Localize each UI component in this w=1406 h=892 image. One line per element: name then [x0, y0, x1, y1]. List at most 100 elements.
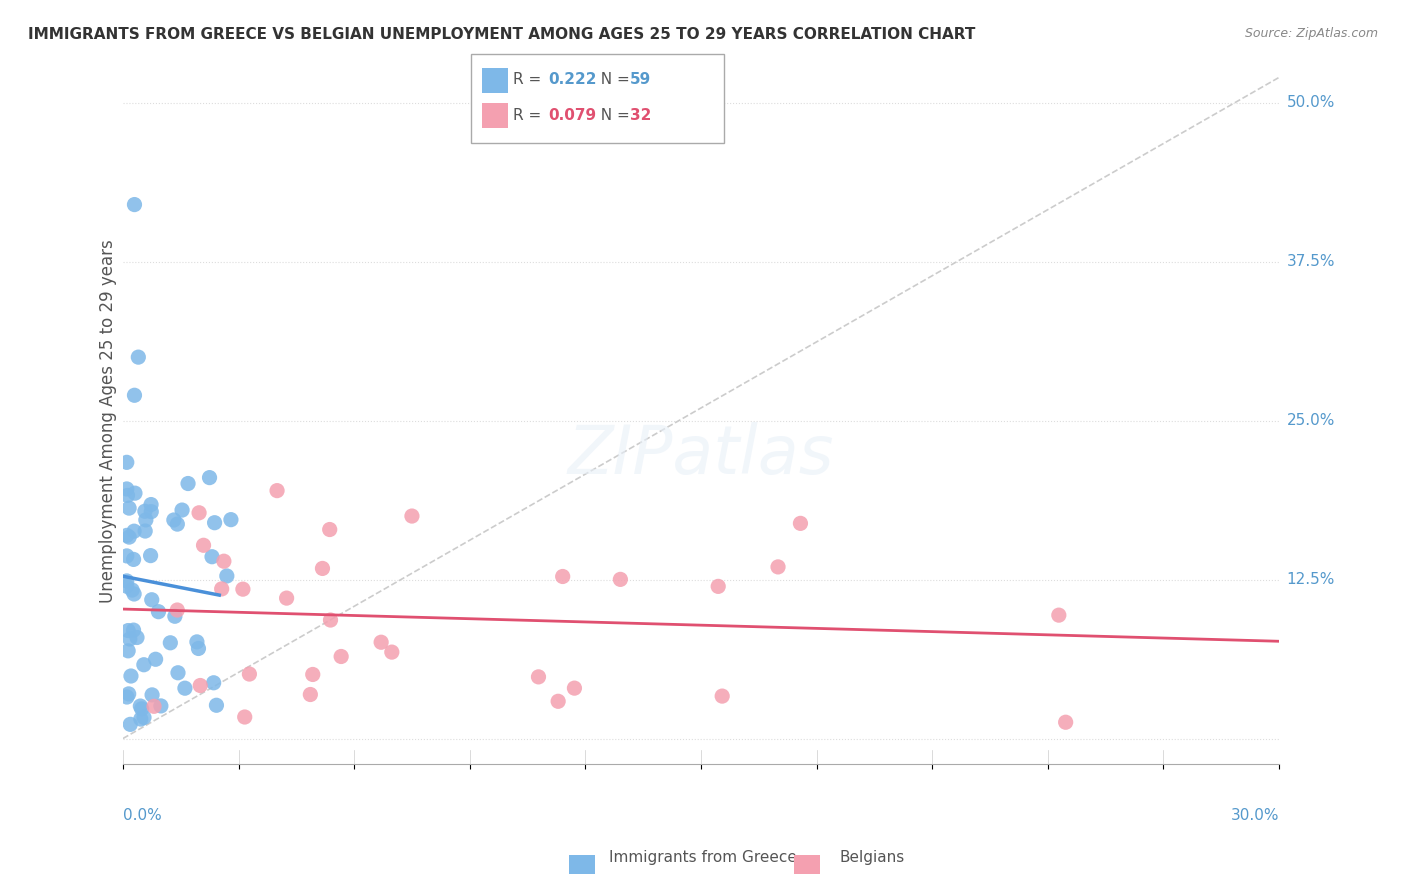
- Belgians: [276, 591, 298, 606]
- Text: N =: N =: [591, 72, 634, 87]
- Immigrants from Greece: [219, 513, 242, 527]
- Immigrants from Greece: [132, 710, 155, 724]
- Immigrants from Greece: [122, 524, 145, 539]
- Immigrants from Greece: [148, 605, 170, 619]
- Immigrants from Greece: [141, 505, 163, 519]
- Text: N =: N =: [591, 109, 634, 123]
- Immigrants from Greece: [134, 504, 156, 518]
- Immigrants from Greece: [163, 513, 186, 527]
- Immigrants from Greece: [205, 698, 228, 713]
- Immigrants from Greece: [122, 623, 145, 637]
- Belgians: [211, 582, 233, 596]
- Text: 0.222: 0.222: [548, 72, 596, 87]
- Text: R =: R =: [513, 72, 547, 87]
- Immigrants from Greece: [204, 516, 226, 530]
- Immigrants from Greece: [122, 587, 145, 601]
- Text: 50.0%: 50.0%: [1286, 95, 1336, 111]
- Belgians: [547, 694, 569, 708]
- Immigrants from Greece: [115, 574, 138, 588]
- Belgians: [1054, 715, 1077, 730]
- Immigrants from Greece: [139, 549, 162, 563]
- Immigrants from Greece: [139, 498, 162, 512]
- Immigrants from Greece: [117, 624, 139, 638]
- Immigrants from Greece: [141, 688, 163, 702]
- Immigrants from Greece: [170, 503, 193, 517]
- Immigrants from Greece: [202, 675, 225, 690]
- Immigrants from Greece: [115, 528, 138, 542]
- Belgians: [319, 613, 342, 627]
- Immigrants from Greece: [125, 631, 148, 645]
- Belgians: [193, 538, 215, 552]
- Belgians: [564, 681, 586, 695]
- Immigrants from Greece: [118, 632, 141, 646]
- Immigrants from Greece: [167, 665, 190, 680]
- Text: 0.0%: 0.0%: [122, 808, 162, 823]
- Text: 12.5%: 12.5%: [1286, 572, 1336, 587]
- Belgians: [266, 483, 288, 498]
- Belgians: [401, 509, 423, 524]
- Immigrants from Greece: [118, 530, 141, 544]
- Immigrants from Greece: [120, 669, 142, 683]
- Immigrants from Greece: [145, 652, 167, 666]
- Immigrants from Greece: [198, 470, 221, 484]
- Text: 32: 32: [630, 109, 651, 123]
- Text: 59: 59: [630, 72, 651, 87]
- Immigrants from Greece: [122, 552, 145, 566]
- Text: 37.5%: 37.5%: [1286, 254, 1336, 269]
- Belgians: [789, 516, 811, 531]
- Text: Belgians: Belgians: [839, 850, 904, 865]
- Text: Immigrants from Greece: Immigrants from Greece: [609, 850, 797, 865]
- Text: Source: ZipAtlas.com: Source: ZipAtlas.com: [1244, 27, 1378, 40]
- Immigrants from Greece: [124, 388, 146, 402]
- Immigrants from Greece: [120, 717, 142, 731]
- Belgians: [188, 679, 211, 693]
- Immigrants from Greece: [187, 641, 209, 656]
- Immigrants from Greece: [129, 699, 152, 714]
- Belgians: [188, 506, 211, 520]
- Belgians: [551, 569, 574, 583]
- Immigrants from Greece: [115, 549, 138, 563]
- Belgians: [527, 670, 550, 684]
- Belgians: [212, 554, 235, 568]
- Immigrants from Greece: [115, 482, 138, 496]
- Y-axis label: Unemployment Among Ages 25 to 29 years: Unemployment Among Ages 25 to 29 years: [100, 239, 117, 603]
- Belgians: [711, 689, 734, 703]
- Immigrants from Greece: [118, 687, 141, 701]
- Immigrants from Greece: [159, 636, 181, 650]
- Text: R =: R =: [513, 109, 547, 123]
- Immigrants from Greece: [131, 702, 153, 716]
- Immigrants from Greece: [115, 579, 138, 593]
- Belgians: [318, 523, 340, 537]
- Immigrants from Greece: [174, 681, 197, 696]
- Immigrants from Greece: [117, 488, 139, 502]
- Immigrants from Greece: [127, 350, 149, 364]
- Belgians: [381, 645, 404, 659]
- Text: IMMIGRANTS FROM GREECE VS BELGIAN UNEMPLOYMENT AMONG AGES 25 TO 29 YEARS CORRELA: IMMIGRANTS FROM GREECE VS BELGIAN UNEMPL…: [28, 27, 976, 42]
- Belgians: [233, 710, 256, 724]
- Immigrants from Greece: [134, 524, 156, 538]
- Text: 25.0%: 25.0%: [1286, 413, 1336, 428]
- Belgians: [301, 667, 323, 681]
- Immigrants from Greece: [115, 455, 138, 469]
- Immigrants from Greece: [117, 644, 139, 658]
- Belgians: [166, 603, 188, 617]
- Text: 0.079: 0.079: [548, 109, 596, 123]
- Immigrants from Greece: [124, 197, 146, 211]
- Immigrants from Greece: [135, 513, 157, 527]
- Immigrants from Greece: [115, 690, 138, 704]
- Immigrants from Greece: [129, 712, 152, 726]
- Belgians: [609, 573, 631, 587]
- Immigrants from Greece: [177, 476, 200, 491]
- Belgians: [143, 699, 166, 714]
- Immigrants from Greece: [149, 698, 172, 713]
- Immigrants from Greece: [118, 501, 141, 516]
- Immigrants from Greece: [121, 582, 143, 597]
- Immigrants from Greece: [166, 517, 188, 532]
- Immigrants from Greece: [124, 486, 146, 500]
- Belgians: [1047, 608, 1070, 623]
- Immigrants from Greece: [163, 609, 186, 624]
- Immigrants from Greece: [201, 549, 224, 564]
- Belgians: [707, 579, 730, 593]
- Immigrants from Greece: [215, 569, 238, 583]
- Immigrants from Greece: [186, 635, 208, 649]
